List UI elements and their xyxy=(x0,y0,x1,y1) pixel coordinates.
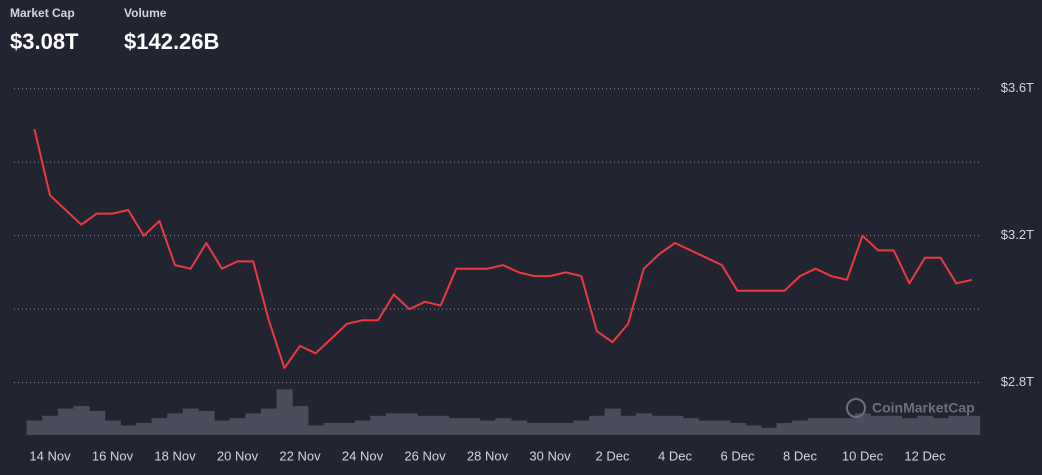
volume-bar xyxy=(104,420,121,435)
volume-bar xyxy=(948,415,965,435)
x-tick-label: 10 Dec xyxy=(842,448,884,463)
volume-bar xyxy=(245,413,262,435)
volume-bar xyxy=(620,415,637,435)
volume-bar xyxy=(745,425,762,435)
volume-bar xyxy=(682,418,699,435)
x-tick-label: 6 Dec xyxy=(721,448,755,463)
x-tick-label: 26 Nov xyxy=(404,448,446,463)
volume-bar xyxy=(964,415,981,435)
price-line xyxy=(33,128,973,369)
volume-bar xyxy=(26,420,43,435)
volume-bar xyxy=(792,420,809,435)
stat-value: $142.26B xyxy=(124,29,220,54)
volume-bar xyxy=(135,423,153,435)
volume-bar xyxy=(870,415,887,435)
watermark-text: CoinMarketCap xyxy=(872,400,975,416)
volume-bar xyxy=(417,415,434,435)
volume-bar xyxy=(151,418,168,435)
volume-bar xyxy=(401,413,418,435)
volume-bar xyxy=(464,418,481,435)
volume-bar xyxy=(260,408,278,435)
watermark: CoinMarketCap xyxy=(846,398,975,418)
volume-bar xyxy=(604,408,621,435)
volume-bar xyxy=(73,406,90,435)
x-tick-label: 24 Nov xyxy=(342,448,384,463)
volume-bar xyxy=(854,413,871,435)
y-tick-label: $3.6T xyxy=(1001,80,1034,95)
plot: $2.8T $3.2T $3.6T 14 Nov 16 Nov 18 Nov 20 Nov 2… xyxy=(14,80,1034,463)
volume-bar xyxy=(307,425,324,435)
volume-bar xyxy=(932,418,949,435)
volume-bar xyxy=(292,406,309,435)
x-tick-label: 22 Nov xyxy=(279,448,321,463)
volume-bar xyxy=(885,415,903,435)
volume-bar xyxy=(729,423,746,435)
volume-bar xyxy=(89,411,106,435)
volume-bar xyxy=(901,418,918,435)
volume-bar xyxy=(432,415,449,435)
volume-bar xyxy=(776,423,793,435)
y-tick-label: $2.8T xyxy=(1001,374,1034,389)
volume-bar xyxy=(229,418,246,435)
x-tick-label: 16 Nov xyxy=(92,448,134,463)
volume-bar xyxy=(354,420,371,435)
volume-bar xyxy=(667,415,684,435)
x-tick-label: 18 Nov xyxy=(154,448,196,463)
volume-bar xyxy=(495,418,512,435)
volume-bar xyxy=(698,420,715,435)
volume-bar xyxy=(573,420,590,435)
volume-bar xyxy=(323,423,340,435)
volume-bar xyxy=(807,418,824,435)
x-tick-label: 8 Dec xyxy=(783,448,817,463)
x-tick-label: 30 Nov xyxy=(529,448,571,463)
volume-bar xyxy=(557,423,574,435)
volume-bar xyxy=(370,415,387,435)
x-tick-label: 4 Dec xyxy=(658,448,692,463)
volume-bar xyxy=(651,415,668,435)
volume-bar xyxy=(214,420,231,435)
stat-label: Volume xyxy=(124,6,167,20)
volume-bar xyxy=(526,423,543,435)
volume-bar xyxy=(823,418,840,435)
volume-bar xyxy=(42,415,59,435)
x-tick-label: 12 Dec xyxy=(904,448,946,463)
volume-bar xyxy=(510,420,528,435)
x-tick-label: 2 Dec xyxy=(596,448,630,463)
volume-bar xyxy=(714,420,731,435)
volume-bar xyxy=(917,415,934,435)
x-tick-label: 20 Nov xyxy=(217,448,259,463)
volume-stat: Volume $142.26B xyxy=(124,6,219,55)
volume-bar xyxy=(198,411,215,435)
stat-label: Market Cap xyxy=(10,6,75,20)
x-tick-label: 14 Nov xyxy=(29,448,71,463)
volume-bar xyxy=(57,408,74,435)
stat-value: $3.08T xyxy=(10,29,79,54)
x-tick-label: 28 Nov xyxy=(467,448,509,463)
volume-bar xyxy=(167,413,184,435)
volume-bar xyxy=(339,423,356,435)
volume-bar xyxy=(120,425,137,435)
volume-bar xyxy=(589,415,606,435)
market-cap-stat: Market Cap $3.08T xyxy=(10,6,79,55)
volume-bar xyxy=(635,413,653,435)
volume-bar xyxy=(479,420,496,435)
volume-bar xyxy=(839,418,856,435)
volume-bar xyxy=(276,389,293,435)
volume-bar xyxy=(760,427,778,435)
volume-bar xyxy=(385,413,403,435)
volume-bar xyxy=(448,418,465,435)
y-tick-label: $3.2T xyxy=(1001,227,1034,242)
volume-bar xyxy=(182,408,199,435)
volume-bar xyxy=(542,423,559,435)
